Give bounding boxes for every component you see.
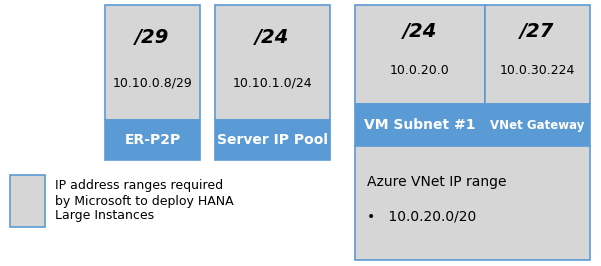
Bar (215, 5, 330, 120)
Text: •   10.0.20.0/20: • 10.0.20.0/20 (367, 210, 476, 224)
Text: 10.10.1.0/24: 10.10.1.0/24 (233, 77, 313, 90)
Bar (105, 5, 200, 120)
Text: IP address ranges required
by Microsoft to deploy HANA
Large Instances: IP address ranges required by Microsoft … (55, 180, 234, 222)
Text: 10.0.20.0: 10.0.20.0 (390, 64, 450, 77)
Bar (105, 120, 200, 160)
Text: VM Subnet #1: VM Subnet #1 (364, 118, 476, 132)
Text: /29: /29 (135, 28, 169, 47)
Bar (355, 146, 590, 260)
Text: /24: /24 (255, 28, 290, 47)
Text: VNet Gateway: VNet Gateway (490, 118, 585, 131)
Text: Azure VNet IP range: Azure VNet IP range (367, 176, 507, 189)
Bar (10, 175, 45, 227)
Bar (485, 5, 590, 104)
Bar (355, 104, 485, 146)
Bar (215, 120, 330, 160)
Text: ER-P2P: ER-P2P (124, 133, 181, 147)
Bar (355, 5, 485, 104)
Text: 10.0.30.224: 10.0.30.224 (500, 64, 575, 77)
Text: /24: /24 (403, 22, 437, 41)
Text: Server IP Pool: Server IP Pool (217, 133, 328, 147)
Text: 10.10.0.8/29: 10.10.0.8/29 (112, 77, 192, 90)
Bar (485, 104, 590, 146)
Text: /27: /27 (520, 22, 555, 41)
